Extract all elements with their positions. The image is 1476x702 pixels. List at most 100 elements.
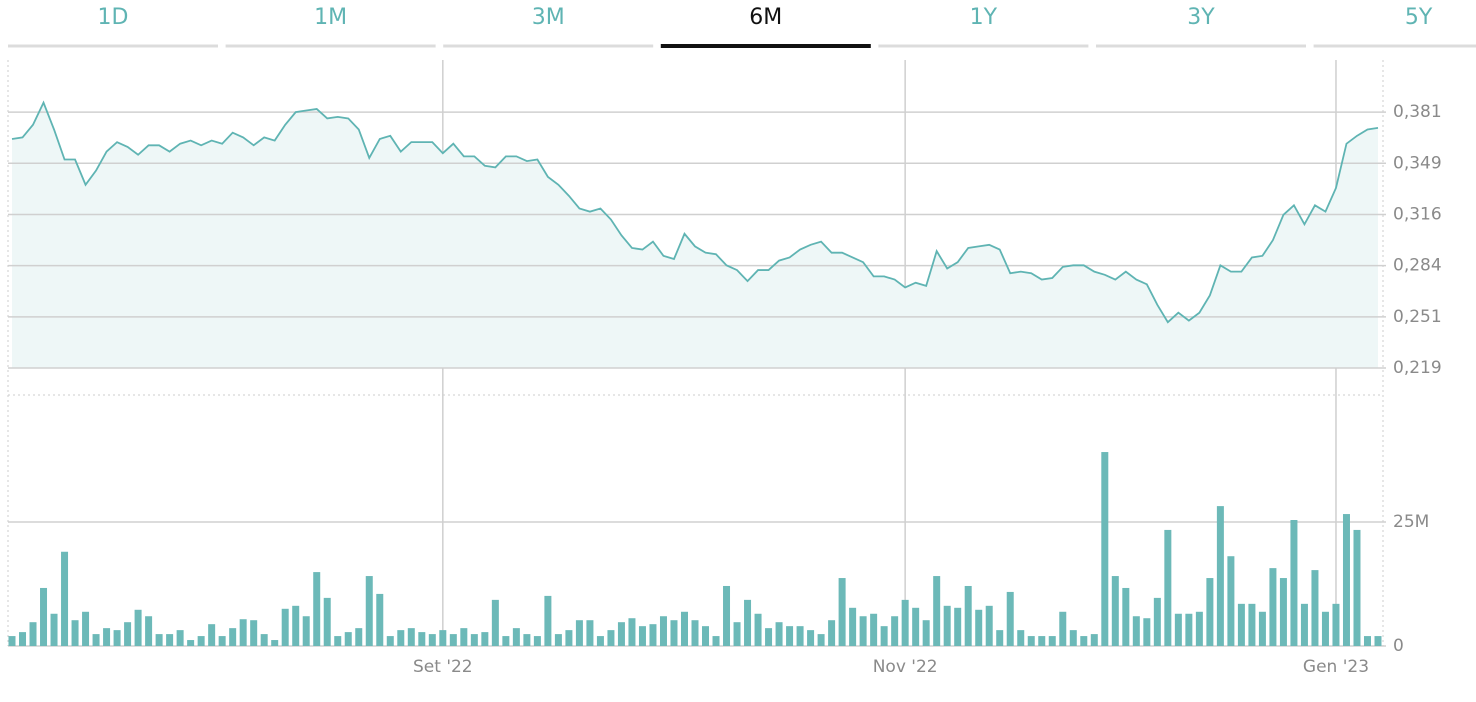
volume-bar	[218, 636, 226, 646]
volume-bar	[292, 605, 300, 646]
volume-bar	[197, 636, 205, 646]
volume-bar	[933, 576, 941, 646]
volume-bar	[365, 576, 373, 646]
volume-bar	[1111, 576, 1119, 646]
volume-bar	[103, 628, 111, 646]
volume-bar	[1164, 529, 1172, 646]
volume-bar	[449, 634, 457, 646]
volume-bar	[376, 593, 384, 646]
volume-bar	[1353, 529, 1361, 646]
volume-bar	[870, 613, 878, 646]
volume-bar	[1216, 506, 1224, 646]
volume-bar	[817, 634, 825, 646]
price-line	[11, 100, 1379, 324]
volume-bar	[586, 620, 594, 646]
volume-bar	[418, 632, 426, 646]
volume-bar	[29, 622, 37, 646]
volume-bar	[1174, 613, 1182, 646]
volume-bar	[786, 626, 794, 646]
volume-bar	[208, 624, 216, 646]
volume-bar	[838, 578, 846, 646]
volume-bar	[975, 609, 983, 646]
volume-bar	[1248, 603, 1256, 646]
tab[interactable]: 3Y	[1187, 5, 1215, 30]
volume-bar	[775, 622, 783, 646]
volume-bar	[922, 620, 930, 646]
volume-bar	[638, 626, 646, 646]
volume-bar	[239, 619, 247, 646]
volume-bar	[1300, 603, 1308, 646]
volume-bar	[964, 585, 972, 646]
volume-bar	[1017, 630, 1025, 646]
tab[interactable]: 1D	[98, 5, 129, 30]
volume-bar	[82, 611, 90, 646]
volume-bar	[880, 626, 888, 646]
volume-bar	[302, 616, 310, 646]
volume-bar	[323, 597, 331, 646]
volume-bar	[512, 628, 520, 646]
volume-bar	[113, 630, 121, 646]
volume-bar	[1206, 578, 1214, 646]
volume-bar	[607, 630, 615, 646]
volume-bar	[1122, 587, 1130, 646]
y-tick-label: 0,381	[1393, 102, 1442, 122]
volume-bar	[1185, 613, 1193, 646]
x-tick-label: Nov '22	[873, 657, 938, 677]
tab[interactable]: 1M	[314, 5, 347, 30]
volume-bar	[491, 599, 499, 646]
volume-bar	[733, 622, 741, 646]
volume-bar	[271, 640, 279, 646]
volume-bar	[397, 630, 405, 646]
volume-bar	[1311, 570, 1319, 646]
volume-bar	[943, 605, 951, 646]
volume-bar	[1258, 611, 1266, 646]
volume-bar	[155, 634, 163, 646]
volume-bar	[1374, 636, 1382, 646]
y-tick-label: 0	[1393, 636, 1404, 656]
volume-bar	[891, 616, 899, 646]
y-tick-label: 0,219	[1393, 358, 1442, 378]
volume-bar	[145, 616, 153, 646]
volume-bar	[1227, 556, 1235, 646]
tab[interactable]: 5Y	[1405, 5, 1433, 30]
volume-bar	[985, 605, 993, 646]
volume-bar	[71, 620, 79, 646]
tab[interactable]: 1Y	[970, 5, 998, 30]
volume-bar	[166, 634, 174, 646]
tab[interactable]: 6M	[749, 5, 782, 30]
volume-bar	[1153, 597, 1161, 646]
x-tick-label: Gen '23	[1303, 657, 1369, 677]
volume-bar	[260, 634, 268, 646]
volume-bar	[1006, 591, 1014, 646]
x-tick-label: Set '22	[413, 657, 473, 677]
volume-bar	[1332, 603, 1340, 646]
volume-bar	[470, 634, 478, 646]
volume-bar	[176, 630, 184, 646]
volume-bar	[712, 636, 720, 646]
volume-bar	[1321, 611, 1329, 646]
volume-bar	[61, 551, 69, 646]
volume-bar	[229, 628, 237, 646]
volume-bar	[1132, 616, 1140, 646]
volume-bar	[912, 607, 920, 646]
volume-bar	[954, 607, 962, 646]
tab[interactable]: 3M	[532, 5, 565, 30]
volume-bar	[523, 634, 531, 646]
volume-bar	[124, 622, 132, 646]
price-area	[12, 102, 1378, 369]
volume-bar	[40, 587, 48, 646]
volume-bar	[134, 609, 142, 646]
volume-bar	[92, 634, 100, 646]
volume-bar	[849, 607, 857, 646]
volume-bar	[1237, 603, 1245, 646]
volume-bar	[723, 585, 731, 646]
y-tick-label: 0,316	[1393, 204, 1442, 224]
volume-bar	[533, 636, 541, 646]
y-tick-label: 0,284	[1393, 256, 1442, 276]
volume-bar	[670, 620, 678, 646]
volume-bar	[901, 599, 909, 646]
volume-bar	[1101, 452, 1109, 646]
volume-bar	[859, 616, 867, 646]
